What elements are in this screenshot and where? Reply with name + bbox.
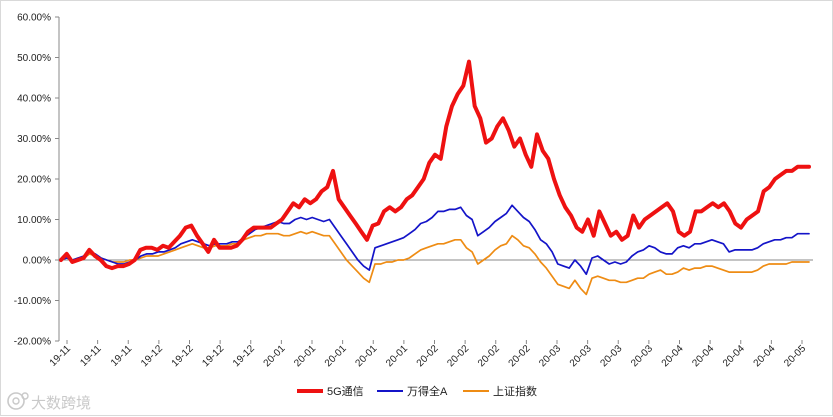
x-tick-label: 19-12 [139,343,165,369]
x-tick-label: 20-04 [660,343,686,369]
axes-layer [58,17,813,341]
y-tick-label: 60.00% [17,13,51,24]
legend: 5G通信 万得全A 上证指数 [297,384,537,398]
x-tick-label: 20-03 [537,343,563,369]
legend-label-1: 万得全A [407,384,448,398]
y-tick-label: 30.00% [17,134,51,145]
x-tick-label: 20-01 [262,343,288,369]
x-tick-label: 19-11 [109,343,135,369]
x-tick-label: 20-02 [445,343,471,369]
series-line-1 [60,204,810,276]
x-tick-label: 20-05 [782,343,808,369]
x-tick-label: 20-02 [415,343,441,369]
x-tick-label: 20-03 [599,343,625,369]
series-layer [59,59,811,296]
x-tick-label: 19-12 [170,343,196,369]
x-tick-label: 19-11 [48,343,74,369]
y-axis-ticks: 60.00% 50.00% 40.00% 30.00% 20.00% 10.00% 0.00… [14,13,59,348]
x-tick-label: 20-02 [476,343,502,369]
x-tick-label: 19-12 [200,343,226,369]
x-tick-label: 20-01 [323,343,349,369]
series-line-2 [60,230,810,296]
x-tick-label: 20-03 [629,343,655,369]
x-tick-label: 20-03 [568,343,594,369]
x-tick-label: 20-04 [752,343,778,369]
watermark-logo-icon [7,392,29,410]
series-line-0 [59,59,811,271]
x-tick-label: 19-11 [78,343,104,369]
y-tick-label: 10.00% [17,215,51,226]
watermark: 大数跨境 [7,392,91,412]
legend-label-0: 5G通信 [327,385,364,398]
y-tick-label: 0.00% [23,256,51,267]
y-tick-label: -10.00% [14,296,51,307]
legend-label-2: 上证指数 [493,384,537,398]
x-tick-label: 20-02 [507,343,533,369]
y-tick-label: -20.00% [14,337,51,348]
y-tick-label: 40.00% [17,94,51,105]
x-axis-ticks: 19-11 19-11 19-11 19-12 19-12 19-12 19-12 20-01… [48,340,808,369]
y-tick-label: 50.00% [17,53,51,64]
x-tick-label: 20-04 [690,343,716,369]
watermark-text: 大数跨境 [31,394,91,412]
x-tick-label: 20-04 [721,343,747,369]
x-tick-label: 19-12 [231,343,257,369]
x-tick-label: 20-01 [384,343,410,369]
x-tick-label: 20-01 [354,343,380,369]
y-tick-label: 20.00% [17,175,51,186]
x-tick-label: 20-01 [292,343,318,369]
